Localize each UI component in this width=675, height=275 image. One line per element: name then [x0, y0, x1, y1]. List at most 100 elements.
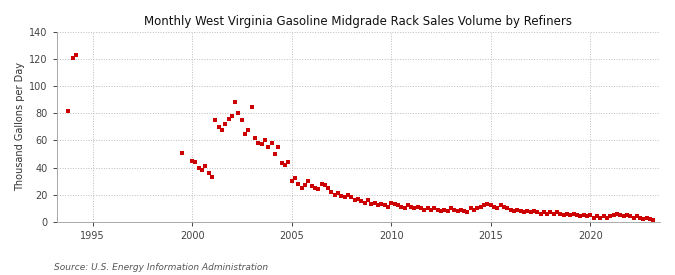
Point	[376, 202, 387, 206]
Point	[276, 161, 287, 166]
Point	[485, 203, 496, 208]
Point	[386, 200, 397, 205]
Point	[270, 152, 281, 156]
Point	[645, 217, 655, 221]
Point	[608, 213, 619, 217]
Point	[469, 207, 480, 212]
Point	[429, 206, 440, 210]
Point	[575, 214, 586, 219]
Point	[220, 122, 231, 126]
Point	[432, 207, 443, 212]
Title: Monthly West Virginia Gasoline Midgrade Rack Sales Volume by Refiners: Monthly West Virginia Gasoline Midgrade …	[144, 15, 572, 28]
Point	[495, 203, 506, 208]
Point	[459, 209, 470, 213]
Point	[369, 200, 380, 205]
Point	[628, 215, 639, 220]
Point	[539, 210, 549, 214]
Text: Source: U.S. Energy Information Administration: Source: U.S. Energy Information Administ…	[54, 263, 268, 272]
Point	[535, 211, 546, 216]
Point	[263, 145, 274, 149]
Point	[446, 206, 456, 210]
Point	[383, 205, 394, 209]
Point	[190, 160, 201, 164]
Point	[207, 175, 217, 179]
Point	[326, 190, 337, 194]
Point	[389, 202, 400, 206]
Point	[71, 53, 82, 57]
Point	[542, 211, 553, 216]
Point	[313, 187, 323, 191]
Point	[412, 205, 423, 209]
Point	[518, 210, 529, 214]
Point	[625, 214, 636, 219]
Point	[290, 176, 300, 181]
Point	[442, 209, 453, 213]
Point	[333, 191, 344, 196]
Point	[416, 206, 427, 210]
Point	[515, 209, 526, 213]
Point	[601, 215, 612, 220]
Point	[492, 206, 503, 210]
Point	[286, 179, 297, 183]
Point	[426, 207, 437, 212]
Point	[366, 202, 377, 206]
Point	[362, 198, 373, 202]
Point	[359, 200, 370, 205]
Point	[558, 213, 569, 217]
Point	[409, 206, 420, 210]
Point	[598, 214, 609, 219]
Point	[562, 211, 572, 216]
Point	[439, 207, 450, 212]
Point	[551, 210, 562, 214]
Point	[316, 182, 327, 186]
Point	[210, 118, 221, 122]
Point	[352, 196, 363, 201]
Point	[615, 213, 626, 217]
Point	[555, 211, 566, 216]
Point	[472, 206, 483, 210]
Point	[578, 213, 589, 217]
Point	[499, 205, 510, 209]
Point	[589, 215, 599, 220]
Point	[233, 111, 244, 116]
Point	[456, 207, 466, 212]
Point	[582, 214, 593, 219]
Point	[545, 210, 556, 214]
Point	[236, 118, 247, 122]
Point	[346, 195, 357, 200]
Point	[466, 206, 477, 210]
Point	[379, 203, 390, 208]
Point	[336, 194, 347, 198]
Point	[323, 186, 333, 190]
Point	[340, 195, 350, 200]
Point	[399, 206, 410, 210]
Point	[256, 142, 267, 147]
Point	[462, 210, 473, 214]
Point	[529, 209, 539, 213]
Point	[296, 186, 307, 190]
Point	[243, 127, 254, 132]
Point	[253, 141, 264, 145]
Point	[406, 205, 416, 209]
Point	[532, 210, 543, 214]
Point	[177, 150, 188, 155]
Point	[648, 218, 659, 222]
Point	[423, 206, 433, 210]
Point	[356, 199, 367, 204]
Point	[396, 205, 406, 209]
Point	[479, 203, 489, 208]
Point	[435, 209, 446, 213]
Point	[568, 211, 579, 216]
Point	[612, 211, 622, 216]
Point	[230, 100, 241, 104]
Point	[267, 141, 277, 145]
Point	[373, 203, 383, 208]
Point	[68, 56, 78, 60]
Point	[240, 131, 250, 136]
Point	[605, 214, 616, 219]
Point	[641, 215, 652, 220]
Point	[310, 186, 321, 190]
Point	[227, 114, 238, 118]
Point	[591, 214, 602, 219]
Point	[502, 206, 513, 210]
